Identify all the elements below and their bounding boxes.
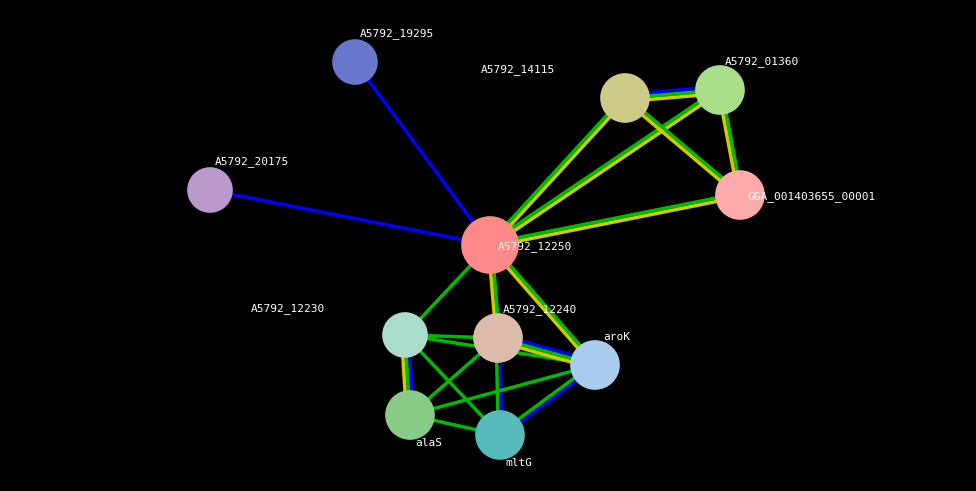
Circle shape xyxy=(474,314,522,362)
Text: alaS: alaS xyxy=(415,438,442,448)
Text: aroK: aroK xyxy=(603,332,630,342)
Text: A5792_01360: A5792_01360 xyxy=(725,56,799,67)
Text: GGA_001403655_00001: GGA_001403655_00001 xyxy=(748,191,876,202)
Text: A5792_14115: A5792_14115 xyxy=(481,64,555,76)
Circle shape xyxy=(696,66,744,114)
Text: A5792_19295: A5792_19295 xyxy=(360,28,434,39)
Circle shape xyxy=(333,40,377,84)
Circle shape xyxy=(462,217,518,273)
Circle shape xyxy=(476,411,524,459)
Circle shape xyxy=(716,171,764,219)
Circle shape xyxy=(601,74,649,122)
Text: A5792_12230: A5792_12230 xyxy=(251,303,325,314)
Circle shape xyxy=(383,313,427,357)
Text: A5792_20175: A5792_20175 xyxy=(215,157,289,167)
Text: A5792_12240: A5792_12240 xyxy=(503,304,577,315)
Circle shape xyxy=(386,391,434,439)
Circle shape xyxy=(571,341,619,389)
Text: mltG: mltG xyxy=(505,458,532,468)
Circle shape xyxy=(188,168,232,212)
Text: A5792_12250: A5792_12250 xyxy=(498,242,572,252)
